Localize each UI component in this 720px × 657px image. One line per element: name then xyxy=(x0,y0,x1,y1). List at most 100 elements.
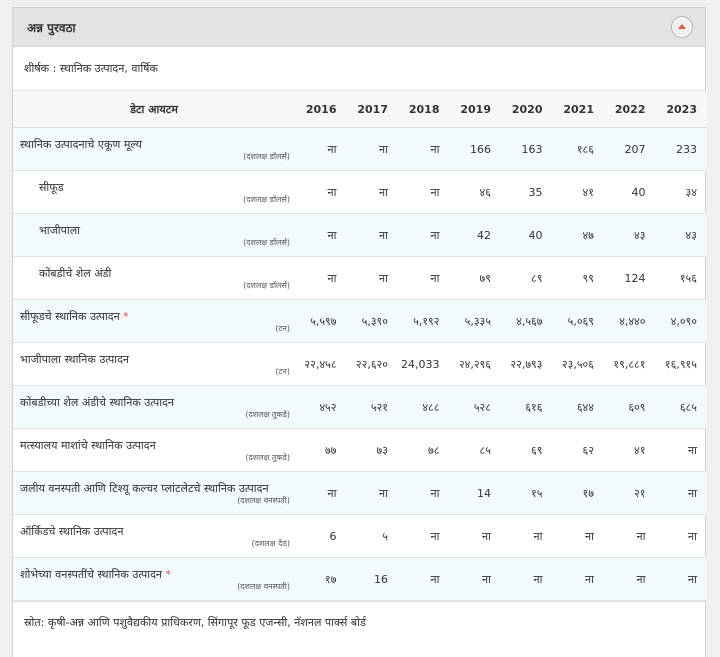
value-cell: ना xyxy=(398,213,450,257)
value-cell: १६,९१५ xyxy=(655,342,707,386)
row-label: कोंबडीचे शेल अंडी xyxy=(39,266,111,281)
value-cell: ना xyxy=(398,514,450,558)
table-row: भाजीपाला स्थानिक उत्पादन (टन) २२,४५८ २२,६२०… xyxy=(13,342,707,386)
footnote-star: * xyxy=(119,310,129,323)
value-cell: ना xyxy=(501,557,553,601)
row-label-text: जलीय वनस्पती आणि टिश्यू कल्चर प्लांटलेटच… xyxy=(20,482,269,495)
value-cell: ४३ xyxy=(604,213,656,257)
value-cell: ६०९ xyxy=(604,385,656,429)
value-cell: २४,२९६ xyxy=(449,342,501,386)
value-cell: ना xyxy=(655,471,707,515)
value-cell: ना xyxy=(655,557,707,601)
value-cell: ६४४ xyxy=(552,385,604,429)
value-cell: ७३ xyxy=(346,428,398,472)
row-label: शोभेच्या वनस्पतींचे स्थानिक उत्पादन * xyxy=(20,567,171,582)
value-cell: ७९ xyxy=(449,256,501,300)
table-row: जलीय वनस्पती आणि टिश्यू कल्चर प्लांटलेटच… xyxy=(13,471,707,515)
value-cell: ६९ xyxy=(501,428,553,472)
row-label-text: मत्स्यालय माशांचे स्थानिक उत्पादन xyxy=(20,439,156,452)
value-cell: ८५ xyxy=(449,428,501,472)
value-cell: ६८५ xyxy=(655,385,707,429)
value-cell: ५२१ xyxy=(346,385,398,429)
table-row: शोभेच्या वनस्पतींचे स्थानिक उत्पादन * (दश… xyxy=(13,557,707,601)
value-cell: ना xyxy=(295,471,347,515)
table-row: कोंबडीचे शेल अंडी (दशलक्ष डॉलर्स) ना ना ना ७९… xyxy=(13,256,707,300)
table-header-row: डेटा आयटम 2016 2017 2018 2019 2020 2021 2022 20… xyxy=(13,91,707,128)
value-cell: ३४ xyxy=(655,170,707,214)
value-cell: २१ xyxy=(604,471,656,515)
value-cell: २२,४५८ xyxy=(295,342,347,386)
row-label-cell: सीफूडचे स्थानिक उत्पादन * (टन) xyxy=(13,299,295,343)
column-header-year: 2022 xyxy=(604,91,656,128)
column-header-year: 2021 xyxy=(552,91,604,128)
data-table: डेटा आयटम 2016 2017 2018 2019 2020 2021 2022 20… xyxy=(13,91,707,601)
value-cell: ८९ xyxy=(501,256,553,300)
panel-header[interactable]: अन्न पुरवठा xyxy=(13,8,705,47)
row-label-cell: कोंबडीचे शेल अंडी (दशलक्ष डॉलर्स) xyxy=(13,256,295,300)
value-cell: 40 xyxy=(604,170,656,214)
value-cell: ना xyxy=(295,170,347,214)
row-unit: (टन) xyxy=(275,367,290,376)
value-cell: ना xyxy=(295,256,347,300)
table-row: सीफूड (दशलक्ष डॉलर्स) ना ना ना ४६ 35 ४१ 40 ३४ xyxy=(13,170,707,214)
value-cell: 207 xyxy=(604,127,656,171)
value-cell: 6 xyxy=(295,514,347,558)
value-cell: ४,४४० xyxy=(604,299,656,343)
value-cell: १८६ xyxy=(552,127,604,171)
table-row: मत्स्यालय माशांचे स्थानिक उत्पादन (दशलक्ष… xyxy=(13,428,707,472)
column-header-year: 2023 xyxy=(655,91,707,128)
collapse-button[interactable] xyxy=(671,16,693,38)
value-cell: 14 xyxy=(449,471,501,515)
column-header-year: 2017 xyxy=(346,91,398,128)
row-unit: (दशलक्ष डॉलर्स) xyxy=(243,238,290,247)
value-cell: ना xyxy=(552,557,604,601)
value-cell: ४७ xyxy=(552,213,604,257)
value-cell: ४१ xyxy=(604,428,656,472)
value-cell: ना xyxy=(552,514,604,558)
value-cell: ५,३३५ xyxy=(449,299,501,343)
row-label-text: ऑर्किडचे स्थानिक उत्पादन xyxy=(20,525,124,538)
row-label-cell: मत्स्यालय माशांचे स्थानिक उत्पादन (दशलक्ष… xyxy=(13,428,295,472)
row-label: सीफूड xyxy=(39,180,64,195)
row-label: भाजीपाला xyxy=(39,223,80,238)
value-cell: ५२८ xyxy=(449,385,501,429)
column-header-year: 2016 xyxy=(295,91,347,128)
row-unit: (दशलक्ष डॉलर्स) xyxy=(243,195,290,204)
row-unit: (दशलक्ष वनस्पती) xyxy=(237,582,290,591)
value-cell: 233 xyxy=(655,127,707,171)
value-cell: ४६ xyxy=(449,170,501,214)
value-cell: ना xyxy=(398,471,450,515)
value-cell: ५,३९० xyxy=(346,299,398,343)
row-unit: (दशलक्ष डॉलर्स) xyxy=(243,281,290,290)
row-label-cell: जलीय वनस्पती आणि टिश्यू कल्चर प्लांटलेटच… xyxy=(13,471,295,515)
table-row: सीफूडचे स्थानिक उत्पादन * (टन) ५,५९७ ५,३९० ५… xyxy=(13,299,707,343)
value-cell: १५६ xyxy=(655,256,707,300)
table-row: ऑर्किडचे स्थानिक उत्पादन (दशलक्ष देठ) 6 ५ ना… xyxy=(13,514,707,558)
row-label: भाजीपाला स्थानिक उत्पादन xyxy=(20,352,129,367)
source-note: स्रोत: कृषी-अन्न आणि पशुवैद्यकीय प्राधिक… xyxy=(13,601,705,642)
row-label: सीफूडचे स्थानिक उत्पादन * xyxy=(20,309,129,324)
row-unit: (दशलक्ष तुकडे) xyxy=(245,410,290,419)
value-cell: ना xyxy=(346,170,398,214)
column-header-data-item: डेटा आयटम xyxy=(13,91,295,128)
value-cell: ना xyxy=(501,514,553,558)
value-cell: ना xyxy=(295,213,347,257)
panel-title: अन्न पुरवठा xyxy=(27,20,76,35)
row-label: कोंबडीच्या शेल अंडीचे स्थानिक उत्पादन xyxy=(20,395,174,410)
value-cell: ना xyxy=(604,557,656,601)
row-label-text: शोभेच्या वनस्पतींचे स्थानिक उत्पादन xyxy=(20,568,163,581)
value-cell: ना xyxy=(449,514,501,558)
row-unit: (दशलक्ष डॉलर्स) xyxy=(243,152,290,161)
column-header-year: 2019 xyxy=(449,91,501,128)
column-header-year: 2020 xyxy=(501,91,553,128)
value-cell: ना xyxy=(346,127,398,171)
value-cell: १७ xyxy=(295,557,347,601)
column-header-year: 2018 xyxy=(398,91,450,128)
value-cell: १७ xyxy=(552,471,604,515)
value-cell: ना xyxy=(346,256,398,300)
row-label: ऑर्किडचे स्थानिक उत्पादन xyxy=(20,524,123,539)
row-label: जलीय वनस्पती आणि टिश्यू कल्चर प्लांटलेटच… xyxy=(20,481,269,496)
value-cell: ना xyxy=(346,471,398,515)
value-cell: २२,६२० xyxy=(346,342,398,386)
value-cell: ४३ xyxy=(655,213,707,257)
